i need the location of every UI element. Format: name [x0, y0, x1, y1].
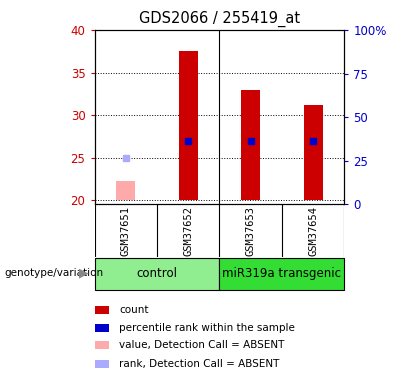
Text: miR319a transgenic: miR319a transgenic	[223, 267, 341, 280]
Bar	[220, 258, 344, 290]
Text: percentile rank within the sample: percentile rank within the sample	[119, 323, 295, 333]
Text: value, Detection Call = ABSENT: value, Detection Call = ABSENT	[119, 340, 284, 350]
Text: ▶: ▶	[79, 267, 88, 280]
Text: GSM37651: GSM37651	[121, 206, 131, 256]
Bar	[116, 180, 135, 200]
Text: rank, Detection Call = ABSENT: rank, Detection Call = ABSENT	[119, 359, 279, 369]
Text: control: control	[136, 267, 178, 280]
Bar	[241, 90, 260, 200]
Bar	[179, 51, 197, 200]
Bar	[94, 360, 109, 368]
Text: GSM37653: GSM37653	[246, 206, 256, 256]
Bar	[94, 324, 109, 332]
Title: GDS2066 / 255419_at: GDS2066 / 255419_at	[139, 11, 300, 27]
Text: GSM37654: GSM37654	[308, 206, 318, 256]
Bar	[94, 306, 109, 314]
Bar	[304, 105, 323, 200]
Bar	[94, 341, 109, 349]
Text: count: count	[119, 305, 148, 315]
Bar	[94, 258, 220, 290]
Text: genotype/variation: genotype/variation	[4, 268, 103, 278]
Text: GSM37652: GSM37652	[183, 206, 193, 256]
